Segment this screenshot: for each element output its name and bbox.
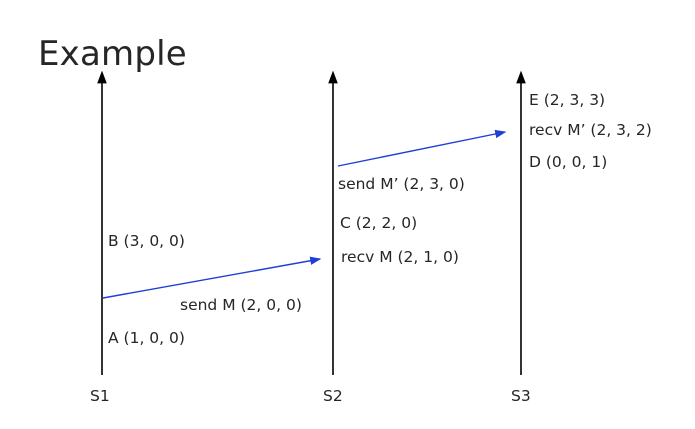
recv-m2-label: recv M’ (2, 3, 2) [529, 121, 652, 139]
server-s3-label: S3 [511, 387, 531, 405]
send-m2-label: send M’ (2, 3, 0) [338, 175, 465, 193]
event-b-label: B (3, 0, 0) [108, 232, 185, 250]
event-a-label: A (1, 0, 0) [108, 329, 185, 347]
event-d-label: D (0, 0, 1) [529, 153, 608, 171]
server-s2-label: S2 [323, 387, 343, 405]
slide-title: Example [38, 34, 187, 74]
event-c-label: C (2, 2, 0) [340, 214, 418, 232]
message-m2-arrow [337, 129, 507, 167]
send-m-label: send M (2, 0, 0) [180, 296, 302, 314]
event-e-label: E (2, 3, 3) [529, 91, 606, 109]
recv-m-label: recv M (2, 1, 0) [341, 248, 459, 266]
message-m-arrow [102, 256, 322, 299]
server-s1-label: S1 [90, 387, 110, 405]
